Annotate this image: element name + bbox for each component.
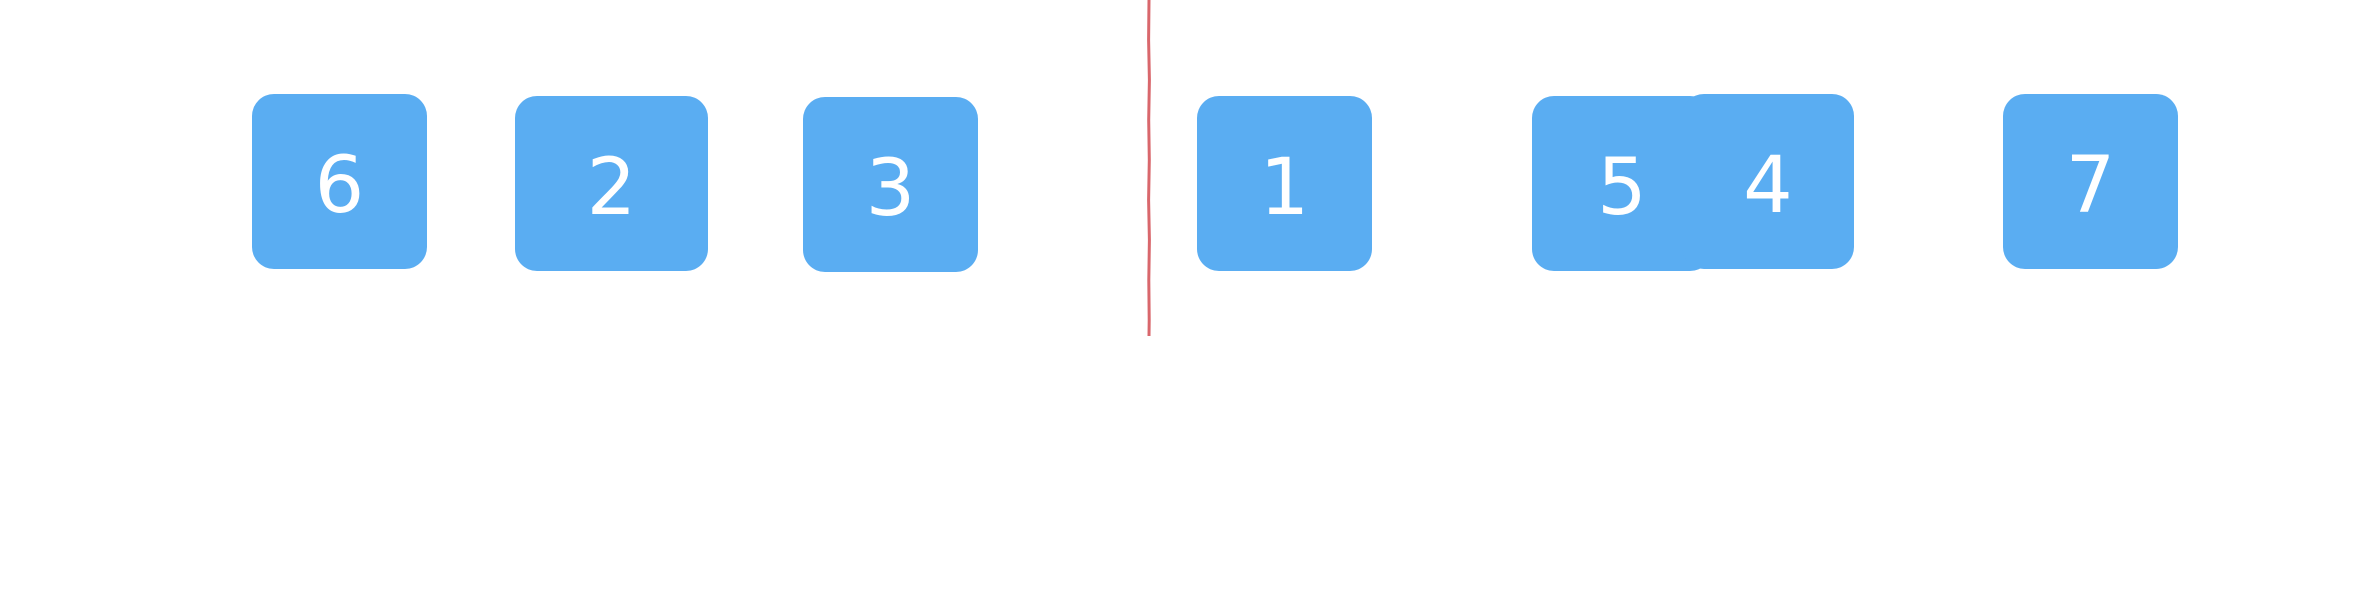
number-tile[interactable]: 2 [515, 96, 708, 271]
number-tile[interactable]: 6 [252, 94, 427, 269]
number-tile[interactable]: 1 [1197, 96, 1372, 271]
number-tile[interactable]: 7 [2003, 94, 2178, 269]
pivot-divider-line [1147, 0, 1151, 336]
number-tile[interactable]: 3 [803, 97, 978, 272]
number-tile[interactable]: 4 [1682, 94, 1854, 269]
